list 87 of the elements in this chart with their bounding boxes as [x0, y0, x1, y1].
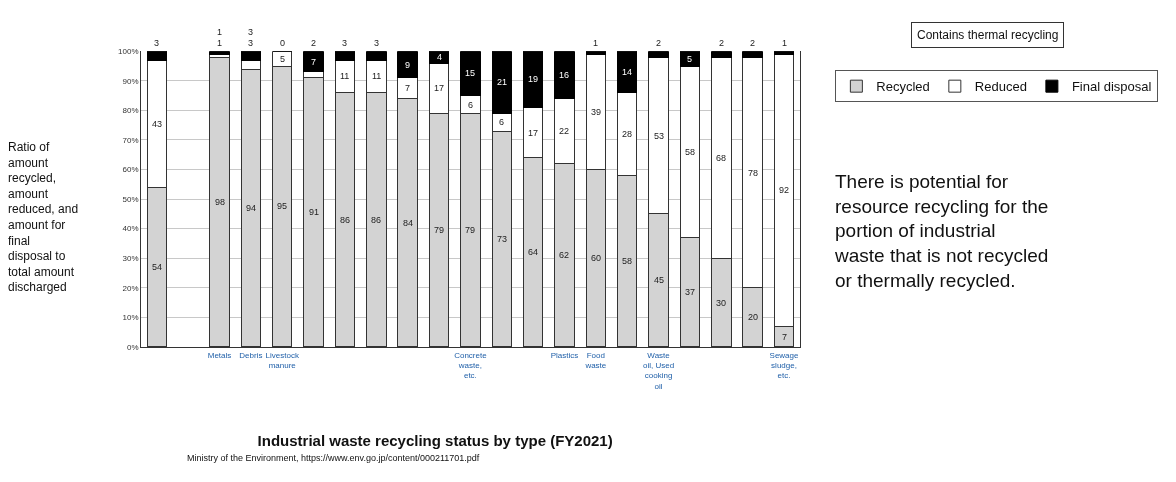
x-tick-label: Food waste [584, 350, 607, 370]
data-label: 58 [685, 147, 696, 157]
x-tick-label: Metals [207, 350, 232, 360]
x-tick-label: Waste oil, Used cooking oil [643, 350, 675, 391]
data-label: 5 [280, 54, 286, 64]
y-tick-label: 10% [122, 313, 139, 323]
x-tick-label: Concrete waste, etc. [454, 350, 488, 381]
data-label: 98 [215, 197, 226, 207]
data-label: 30 [716, 298, 727, 308]
data-label: 28 [622, 129, 633, 139]
data-label: 3 [248, 38, 254, 48]
x-tick-label: Livestock manure [265, 350, 300, 370]
data-label: 2 [656, 38, 662, 48]
data-label: 2 [719, 38, 725, 48]
y-tick-label: 50% [122, 194, 139, 204]
x-tick-label: Plastics [550, 350, 579, 360]
data-label: 73 [497, 234, 508, 244]
text: Ratio of amount recycled, amount reduced, and amount for final disposal to total amount discharged [8, 140, 79, 295]
data-label: 84 [403, 218, 414, 228]
data-label: 92 [779, 185, 790, 195]
data-label: 0 [280, 38, 286, 48]
y-tick-label: 90% [122, 76, 139, 86]
data-label: 6 [468, 100, 474, 110]
data-label: 19 [528, 74, 539, 84]
x-tick-label: Debris [239, 350, 263, 360]
text: Ministry of the Environment, https://www.env.go.jp/content/000211701.pdf [187, 453, 480, 463]
y-tick-label: 60% [122, 165, 139, 175]
data-label: 1 [782, 38, 788, 48]
data-label: 62 [559, 250, 570, 260]
data-label: 54 [152, 262, 163, 272]
data-label: 14 [622, 67, 633, 77]
data-label: 3 [342, 38, 348, 48]
y-tick-label: 70% [122, 135, 139, 145]
text: Industrial waste recycling status by type (FY2021) [257, 432, 613, 450]
data-label: 16 [559, 70, 570, 80]
data-label: 15 [465, 68, 476, 78]
data-label: 4 [437, 52, 443, 62]
text: There is potential for resource recycling for the portion of industrial waste that is not recycled or thermally recycled. [834, 171, 1049, 291]
legend-label: Final disposal [1071, 79, 1152, 95]
data-label: 43 [152, 119, 163, 129]
y-tick-label: 20% [122, 283, 139, 293]
y-tick-label: 80% [122, 106, 139, 116]
data-label: 11 [372, 71, 382, 81]
data-label: 79 [465, 225, 476, 235]
data-label: 39 [591, 107, 602, 117]
data-label: 3 [248, 27, 254, 37]
data-label: 11 [340, 71, 350, 81]
y-tick-label: 100% [118, 47, 139, 57]
data-label: 79 [434, 225, 445, 235]
data-label: 78 [748, 168, 759, 178]
data-label: 91 [309, 207, 320, 217]
y-tick-label: 40% [122, 224, 139, 234]
data-label: 6 [499, 117, 505, 127]
y-tick-label: 30% [122, 254, 139, 264]
data-label: 60 [591, 253, 602, 263]
data-label: 86 [371, 215, 382, 225]
data-label: 58 [622, 256, 633, 266]
data-label: 1 [593, 38, 599, 48]
data-label: 9 [405, 60, 411, 70]
data-label: 86 [340, 215, 351, 225]
text: Contains thermal recycling [917, 28, 1059, 42]
data-label: 7 [405, 83, 411, 93]
data-label: 22 [559, 126, 570, 136]
data-label: 94 [246, 203, 257, 213]
data-label: 95 [277, 201, 288, 211]
data-label: 45 [654, 275, 665, 285]
data-label: 17 [434, 83, 445, 93]
data-label: 5 [687, 54, 693, 64]
legend-label: Reduced [974, 79, 1027, 95]
legend-label: Recycled [876, 79, 930, 95]
data-label: 2 [750, 38, 756, 48]
data-label: 7 [782, 332, 788, 342]
data-label: 20 [748, 312, 759, 322]
data-label: 7 [311, 57, 317, 67]
data-label: 2 [311, 38, 317, 48]
data-label: 68 [716, 153, 727, 163]
data-label: 1 [217, 27, 223, 37]
data-label: 37 [685, 287, 696, 297]
data-label: 21 [497, 77, 508, 87]
data-label: 3 [374, 38, 380, 48]
data-label: 53 [654, 131, 665, 141]
data-label: 1 [217, 38, 223, 48]
data-label: 17 [528, 128, 539, 138]
x-tick-label: Sewage sludge, etc. [769, 350, 799, 381]
data-label: 64 [528, 247, 539, 257]
y-tick-label: 0% [126, 342, 139, 352]
data-label: 3 [154, 38, 160, 48]
